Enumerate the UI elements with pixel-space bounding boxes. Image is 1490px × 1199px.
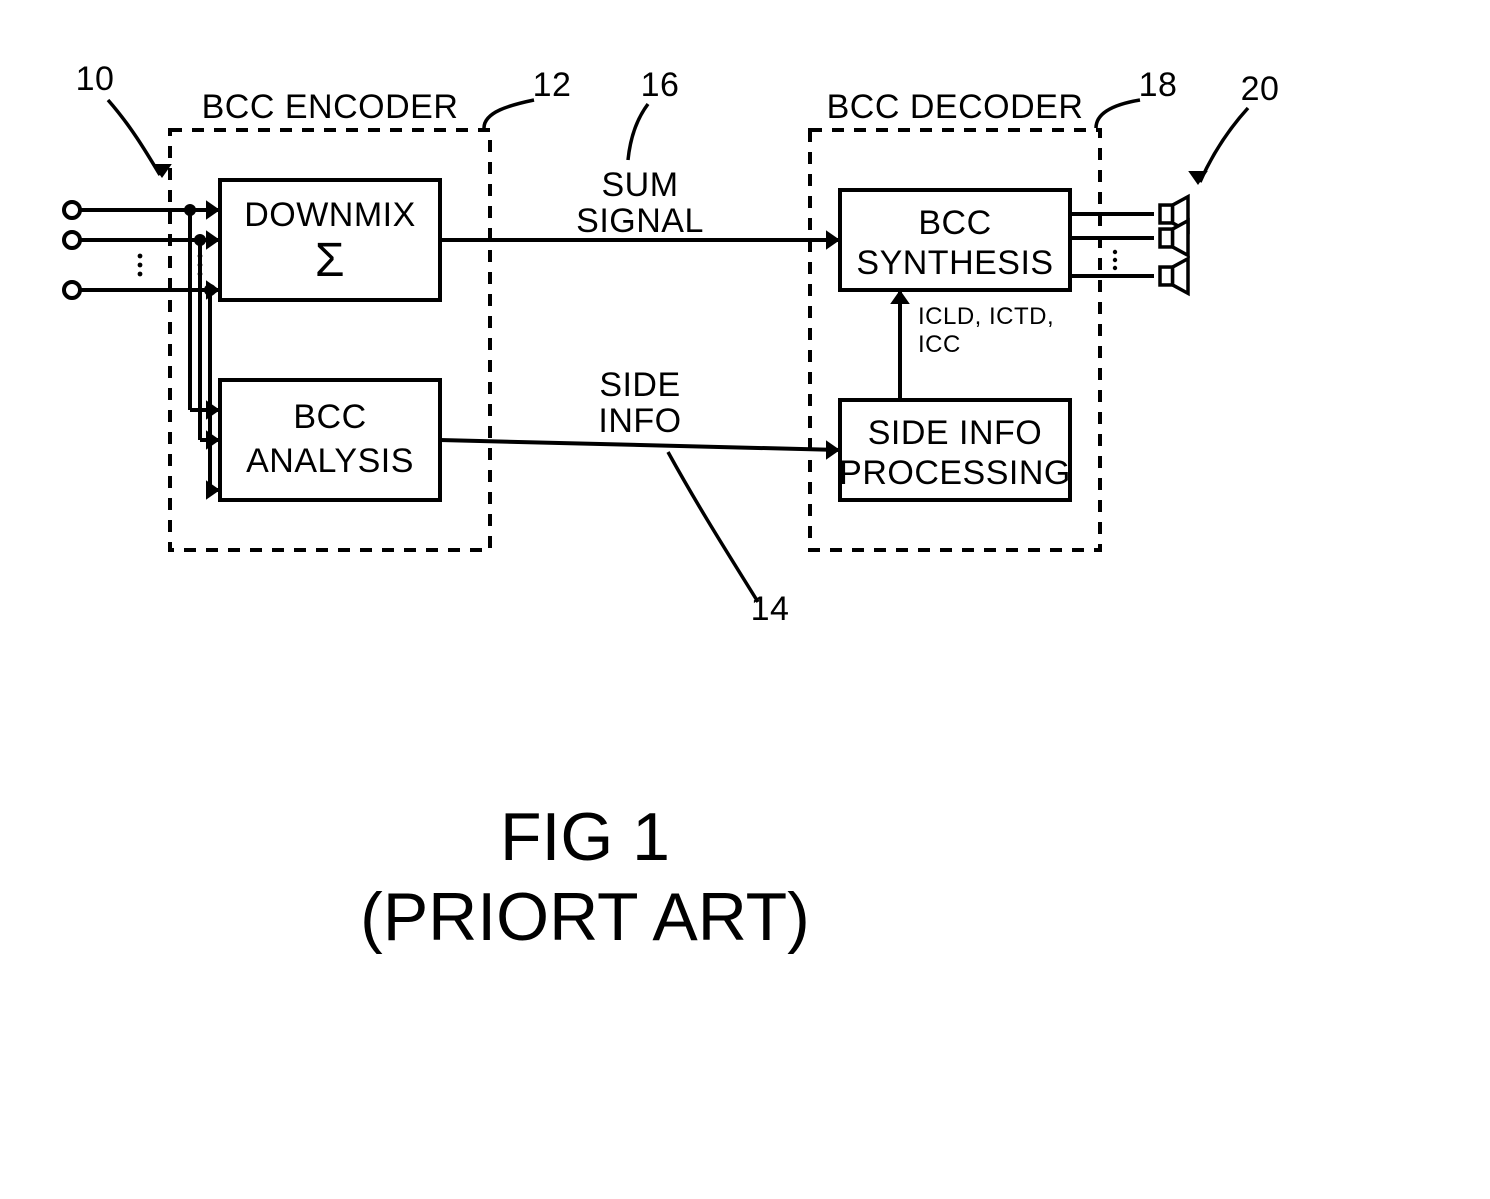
- encoder-title: BCC ENCODER: [202, 88, 459, 126]
- callout-20: 20: [1241, 70, 1280, 108]
- ellipsis-dot: [138, 254, 143, 259]
- leader-16: [628, 104, 648, 160]
- ellipsis-dot: [1113, 266, 1117, 270]
- sum-label-1: SUM: [601, 166, 678, 204]
- arrowhead: [1188, 171, 1208, 185]
- leader-12: [484, 100, 534, 128]
- input-terminal: [64, 202, 80, 218]
- synthesis-label-1: BCC: [918, 204, 991, 242]
- leader-14: [668, 452, 758, 602]
- downmix-sigma: Σ: [315, 234, 345, 287]
- analysis-label-1: BCC: [293, 398, 366, 436]
- figure-caption-1: FIG 1: [500, 799, 670, 875]
- side-label-1: SIDE: [599, 366, 680, 404]
- params-label-2: ICC: [918, 331, 961, 358]
- arrowhead: [206, 230, 220, 250]
- params-label-1: ICLD, ICTD,: [918, 303, 1054, 330]
- sum-label-2: SIGNAL: [576, 202, 704, 240]
- analysis-label-2: ANALYSIS: [246, 442, 414, 480]
- side-label-2: INFO: [598, 402, 681, 440]
- figure-caption-2: (PRIORT ART): [360, 879, 810, 955]
- arrowhead: [206, 200, 220, 220]
- ellipsis-dot: [138, 263, 143, 268]
- arrowhead: [826, 230, 840, 250]
- speaker-icon: [1160, 259, 1188, 294]
- ellipsis-dot: [1113, 250, 1117, 254]
- input-terminal: [64, 282, 80, 298]
- ellipsis-dot: [1113, 258, 1117, 262]
- arrowhead: [890, 290, 910, 304]
- sideproc-label-1: SIDE INFO: [868, 414, 1043, 452]
- ellipsis-dot: [198, 272, 203, 277]
- callout-10: 10: [76, 60, 115, 98]
- callout-16: 16: [641, 66, 680, 104]
- synthesis-label-2: SYNTHESIS: [856, 244, 1053, 282]
- callout-14: 14: [751, 590, 790, 628]
- ellipsis-dot: [198, 254, 203, 259]
- decoder-title: BCC DECODER: [827, 88, 1084, 126]
- callout-12: 12: [533, 66, 572, 104]
- sideproc-label-2: PROCESSING: [839, 454, 1071, 492]
- ellipsis-dot: [198, 263, 203, 268]
- leader-18: [1096, 100, 1140, 128]
- arrowhead: [826, 440, 840, 460]
- downmix-label: DOWNMIX: [244, 196, 416, 234]
- leader-10: [108, 100, 160, 175]
- input-terminal: [64, 232, 80, 248]
- speaker-icon: [1160, 221, 1188, 256]
- callout-18: 18: [1139, 66, 1178, 104]
- leader-20: [1200, 108, 1248, 182]
- arrowhead: [206, 480, 220, 500]
- ellipsis-dot: [138, 272, 143, 277]
- arrow-line: [440, 440, 840, 450]
